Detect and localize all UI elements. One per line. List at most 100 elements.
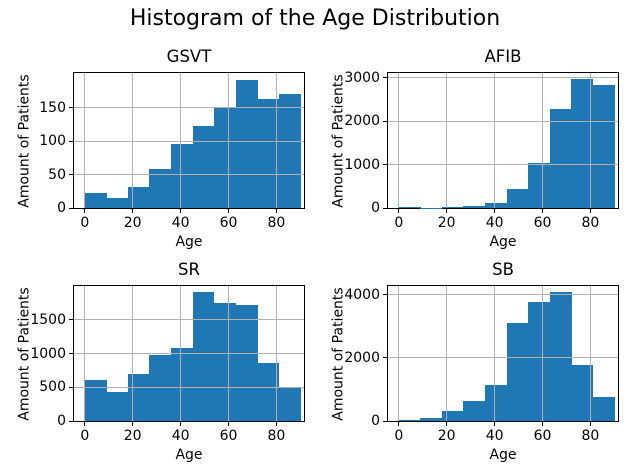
y-tick-label: 1500 bbox=[30, 311, 66, 328]
x-gridline bbox=[132, 73, 134, 208]
y-tick-label: 0 bbox=[371, 413, 380, 429]
x-gridline bbox=[275, 73, 277, 208]
histogram-bar bbox=[127, 187, 150, 208]
y-tick-label: 50 bbox=[48, 166, 66, 183]
x-gridline bbox=[180, 73, 182, 208]
y-gridline bbox=[388, 357, 618, 359]
plot-area-sb bbox=[387, 285, 619, 422]
y-tick-label: 150 bbox=[39, 99, 66, 116]
y-gridline bbox=[388, 77, 618, 79]
x-tick-mark bbox=[542, 422, 544, 426]
x-gridline bbox=[542, 286, 544, 421]
x-gridline bbox=[398, 286, 400, 421]
histogram-bar bbox=[171, 348, 193, 421]
histogram-bar bbox=[149, 169, 172, 208]
y-tick-mark bbox=[69, 319, 73, 321]
y-tick-label: 2000 bbox=[344, 113, 380, 130]
x-tick-label: 0 bbox=[80, 428, 90, 444]
y-gridline bbox=[388, 294, 618, 296]
x-tick-label: 80 bbox=[581, 428, 600, 444]
histogram-bar bbox=[106, 197, 129, 208]
x-gridline bbox=[589, 73, 591, 208]
x-tick-label: 40 bbox=[485, 215, 504, 231]
y-tick-mark bbox=[383, 164, 387, 166]
subplot-title-gsvt: GSVT bbox=[166, 47, 212, 66]
x-tick-mark bbox=[542, 209, 544, 213]
figure-title: Histogram of the Age Distribution bbox=[129, 6, 501, 31]
x-tick-mark bbox=[275, 209, 277, 213]
histogram-bar bbox=[549, 108, 572, 208]
x-tick-mark bbox=[589, 209, 591, 213]
y-gridline bbox=[74, 174, 304, 176]
y-tick-label: 2000 bbox=[344, 349, 380, 366]
y-tick-label: 4000 bbox=[344, 286, 380, 303]
histogram-bar bbox=[571, 79, 594, 208]
y-gridline bbox=[74, 353, 304, 354]
histogram-bar bbox=[398, 206, 421, 208]
x-tick-label: 60 bbox=[533, 215, 552, 231]
histogram-bar bbox=[571, 364, 594, 421]
histogram-bar bbox=[528, 163, 551, 208]
histogram-bar bbox=[528, 301, 551, 421]
histogram-bar bbox=[106, 391, 129, 421]
x-gridline bbox=[446, 73, 448, 208]
y-tick-mark bbox=[69, 420, 73, 422]
y-tick-mark bbox=[69, 353, 73, 354]
histogram-bar bbox=[214, 302, 237, 421]
histogram-bar bbox=[149, 355, 172, 421]
histogram-bar bbox=[420, 418, 443, 421]
x-gridline bbox=[589, 286, 591, 421]
x-tick-label: 80 bbox=[267, 428, 286, 444]
plot-area-afib bbox=[387, 72, 619, 209]
x-gridline bbox=[84, 73, 86, 208]
histogram-bar bbox=[235, 305, 258, 421]
x-tick-mark bbox=[84, 209, 86, 213]
histogram-bar bbox=[127, 373, 150, 421]
histogram-bar bbox=[441, 207, 464, 208]
histogram-bar bbox=[257, 99, 280, 208]
histogram-bar bbox=[485, 202, 507, 208]
y-gridline bbox=[388, 164, 618, 166]
y-tick-label: 1000 bbox=[344, 156, 380, 173]
x-tick-mark bbox=[446, 422, 448, 426]
histogram-bar bbox=[171, 143, 193, 208]
x-axis-label-sb: Age bbox=[489, 447, 517, 463]
subplot-title-sb: SB bbox=[492, 260, 514, 279]
x-tick-label: 20 bbox=[123, 215, 142, 231]
y-tick-mark bbox=[383, 77, 387, 79]
y-tick-mark bbox=[69, 207, 73, 209]
y-gridline bbox=[74, 107, 304, 109]
histogram-bar bbox=[506, 188, 529, 208]
x-gridline bbox=[494, 286, 496, 421]
histogram-bar bbox=[592, 85, 615, 208]
x-tick-label: 60 bbox=[219, 428, 238, 444]
y-tick-mark bbox=[69, 140, 73, 142]
histogram-bar bbox=[592, 397, 615, 421]
histogram-bar bbox=[84, 193, 107, 208]
y-tick-label: 0 bbox=[57, 200, 66, 216]
histogram-bar bbox=[192, 126, 215, 208]
x-axis-label-gsvt: Age bbox=[175, 234, 203, 250]
y-tick-mark bbox=[69, 386, 73, 388]
y-tick-label: 100 bbox=[39, 133, 66, 150]
y-axis-label-afib: Amount of Patients bbox=[330, 73, 346, 208]
plot-area-sr bbox=[73, 285, 305, 422]
x-gridline bbox=[494, 73, 496, 208]
histogram-bar bbox=[84, 380, 107, 421]
x-tick-label: 40 bbox=[485, 428, 504, 444]
x-tick-mark bbox=[494, 422, 496, 426]
histogram-bar bbox=[278, 93, 301, 208]
x-tick-mark bbox=[494, 209, 496, 213]
x-tick-label: 0 bbox=[394, 215, 404, 231]
x-tick-label: 20 bbox=[123, 428, 142, 444]
y-tick-label: 1000 bbox=[30, 345, 66, 362]
subplot-title-afib: AFIB bbox=[484, 47, 522, 66]
histogram-bar bbox=[549, 292, 572, 421]
histogram-bar bbox=[278, 386, 301, 421]
x-tick-label: 20 bbox=[437, 428, 456, 444]
histogram-bar bbox=[214, 107, 237, 208]
x-tick-label: 40 bbox=[171, 215, 190, 231]
y-tick-label: 500 bbox=[39, 379, 66, 396]
x-gridline bbox=[398, 73, 400, 208]
